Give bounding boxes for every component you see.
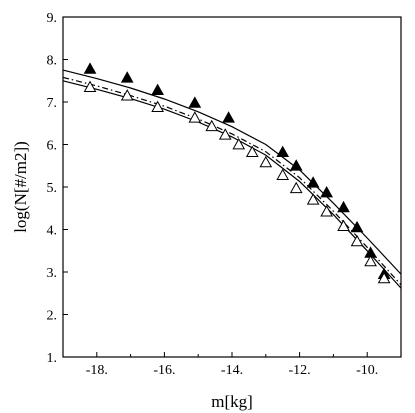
open-triangle-point [276,168,290,180]
y-tick-label: 4. [47,224,58,239]
open-triangle-point [120,89,134,101]
fit-curve-solid [62,69,402,275]
open-triangle-point [259,155,273,168]
y-tick-label: 8. [47,54,58,69]
x-tick-label: -14. [221,363,243,378]
open-triangle-point [377,271,391,284]
filled-triangle-point [83,62,97,74]
open-triangle-point [350,234,364,247]
filled-triangle-point [276,145,290,158]
x-axis-label: m[kg] [211,392,253,411]
open-triangle-point [83,80,97,93]
filled-triangle-point [151,83,164,95]
y-tick-label: 7. [47,96,58,111]
y-tick-label: 6. [47,139,58,154]
filled-triangle-point [306,176,320,188]
fit-curve-solid [62,80,402,289]
fit-curves [62,69,402,289]
y-tick-label: 3. [47,266,58,281]
x-tick-label: -18. [86,363,108,378]
filled-triangle-point [337,200,350,213]
y-tick-label: 1. [47,351,58,366]
y-tick-label: 9. [47,11,58,26]
fit-curve-dashdot [62,76,402,286]
y-axis-label: log(N[#/m2]) [11,141,30,233]
open-triangle-point [205,119,219,132]
filled-triangle-point [188,96,202,108]
open-triangle-point [320,205,333,217]
open-triangle-point [232,137,246,150]
x-tick-label: -10. [356,363,378,378]
filled-triangle-point [350,220,364,233]
open-triangle-point [218,128,232,140]
filled-triangle-point [289,159,303,171]
open-triangle-point [364,254,377,267]
open-triangle-point [151,100,164,112]
filled-triangle-point [320,185,333,198]
y-tick-label: 5. [47,181,58,196]
open-triangle-point [188,111,202,123]
data-markers [83,62,391,284]
axis-ticks: -18. -16. -14. -12. -10. 1. 2. 3. 4. 5. 6. 7. 8. 9. [47,11,402,378]
filled-triangle-point [120,71,134,83]
open-triangle-point [306,193,320,205]
open-triangle-point [289,181,303,194]
y-tick-label: 2. [47,309,58,324]
open-triangle-point [337,219,350,231]
plot-frame [62,16,402,358]
filled-triangle-point [222,111,235,123]
x-tick-label: -12. [289,363,311,378]
open-triangle-point [245,145,259,158]
x-tick-label: -16. [153,363,175,378]
